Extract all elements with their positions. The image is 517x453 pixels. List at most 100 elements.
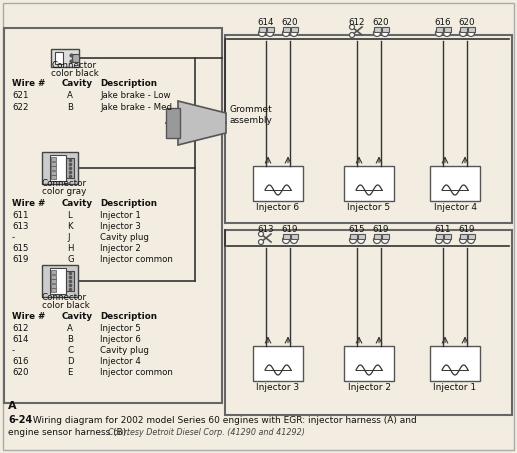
Bar xyxy=(51,162,56,165)
Text: C: C xyxy=(67,346,73,355)
Text: 622: 622 xyxy=(12,103,28,112)
Circle shape xyxy=(258,29,266,37)
Bar xyxy=(435,234,443,239)
Bar xyxy=(282,27,290,32)
Text: Cavity: Cavity xyxy=(62,199,93,208)
Text: Jake brake - Med: Jake brake - Med xyxy=(100,103,172,112)
Bar xyxy=(166,108,180,138)
Bar xyxy=(51,175,56,179)
Circle shape xyxy=(266,29,273,37)
Text: Wire #: Wire # xyxy=(12,312,45,321)
Bar xyxy=(258,27,266,32)
Circle shape xyxy=(349,24,355,29)
Circle shape xyxy=(258,240,264,245)
Text: Cavity: Cavity xyxy=(62,312,93,321)
Text: Injector 5: Injector 5 xyxy=(347,203,390,212)
Bar xyxy=(291,27,297,32)
Text: 616: 616 xyxy=(435,18,451,27)
Text: -: - xyxy=(12,346,15,355)
Text: Description: Description xyxy=(100,199,157,208)
Circle shape xyxy=(349,236,357,244)
Text: Injector common: Injector common xyxy=(100,255,173,264)
Text: Wire #: Wire # xyxy=(12,199,45,208)
Circle shape xyxy=(373,236,381,244)
Text: Wire #: Wire # xyxy=(12,79,45,88)
Circle shape xyxy=(435,29,443,37)
Bar xyxy=(51,275,56,279)
Text: Injector 1: Injector 1 xyxy=(100,211,141,220)
Text: 613: 613 xyxy=(12,222,28,231)
Text: A: A xyxy=(67,324,73,333)
Bar xyxy=(50,268,66,294)
Text: 619: 619 xyxy=(373,225,389,234)
Text: Injector 6: Injector 6 xyxy=(256,203,299,212)
Text: Wiring diagram for 2002 model Series 60 engines with EGR: injector harness (A) a: Wiring diagram for 2002 model Series 60 … xyxy=(30,416,417,425)
Bar xyxy=(51,49,79,67)
Text: Cavity: Cavity xyxy=(62,79,93,88)
Text: 612: 612 xyxy=(349,18,365,27)
Polygon shape xyxy=(178,101,226,145)
Circle shape xyxy=(467,29,475,37)
Circle shape xyxy=(460,236,466,244)
Bar xyxy=(51,170,56,174)
Text: 620: 620 xyxy=(12,368,28,377)
Circle shape xyxy=(258,231,264,236)
Text: 6-24: 6-24 xyxy=(8,415,32,425)
Text: Injector 5: Injector 5 xyxy=(100,324,141,333)
Circle shape xyxy=(282,236,290,244)
Text: color black: color black xyxy=(42,301,90,310)
Bar xyxy=(51,279,56,283)
Text: Cavity plug: Cavity plug xyxy=(100,233,149,242)
Text: Injector common: Injector common xyxy=(100,368,173,377)
Text: K: K xyxy=(67,222,72,231)
Bar xyxy=(282,234,290,239)
Bar xyxy=(4,28,222,403)
Text: Injector 4: Injector 4 xyxy=(433,203,477,212)
Text: A: A xyxy=(8,401,17,411)
Bar xyxy=(430,346,480,381)
Bar xyxy=(382,27,388,32)
Text: 621: 621 xyxy=(12,91,28,100)
Text: 611: 611 xyxy=(435,225,451,234)
Circle shape xyxy=(467,236,475,244)
Bar xyxy=(266,27,273,32)
Text: 613: 613 xyxy=(257,225,275,234)
Text: color gray: color gray xyxy=(42,187,86,196)
Text: 616: 616 xyxy=(12,357,28,366)
Bar xyxy=(467,234,475,239)
Bar xyxy=(460,234,466,239)
Text: Courtesy Detroit Diesel Corp. (41290 and 41292): Courtesy Detroit Diesel Corp. (41290 and… xyxy=(108,428,305,437)
Bar xyxy=(373,27,381,32)
Bar xyxy=(373,234,381,239)
Bar xyxy=(444,234,450,239)
Text: J: J xyxy=(67,233,69,242)
Text: 620: 620 xyxy=(459,18,475,27)
Text: Injector 3: Injector 3 xyxy=(100,222,141,231)
Text: 611: 611 xyxy=(12,211,28,220)
Text: 614: 614 xyxy=(258,18,274,27)
Text: A: A xyxy=(67,91,73,100)
Text: 615: 615 xyxy=(12,244,28,253)
Bar xyxy=(51,166,56,170)
Text: Connector: Connector xyxy=(42,293,87,302)
Text: L: L xyxy=(67,211,72,220)
Text: Injector 2: Injector 2 xyxy=(347,384,390,392)
Text: Injector 3: Injector 3 xyxy=(256,384,299,392)
Text: 612: 612 xyxy=(12,324,28,333)
Bar xyxy=(460,27,466,32)
Text: Injector 1: Injector 1 xyxy=(433,384,477,392)
Text: Cavity plug: Cavity plug xyxy=(100,346,149,355)
Bar xyxy=(430,165,480,201)
Bar xyxy=(253,165,303,201)
Circle shape xyxy=(349,33,355,38)
Bar xyxy=(225,35,512,223)
Bar xyxy=(357,234,364,239)
Text: Description: Description xyxy=(100,79,157,88)
Bar xyxy=(291,234,297,239)
Circle shape xyxy=(382,29,388,37)
Bar xyxy=(382,234,388,239)
Text: D: D xyxy=(67,357,73,366)
Bar xyxy=(467,27,475,32)
Circle shape xyxy=(373,29,381,37)
Circle shape xyxy=(460,29,466,37)
